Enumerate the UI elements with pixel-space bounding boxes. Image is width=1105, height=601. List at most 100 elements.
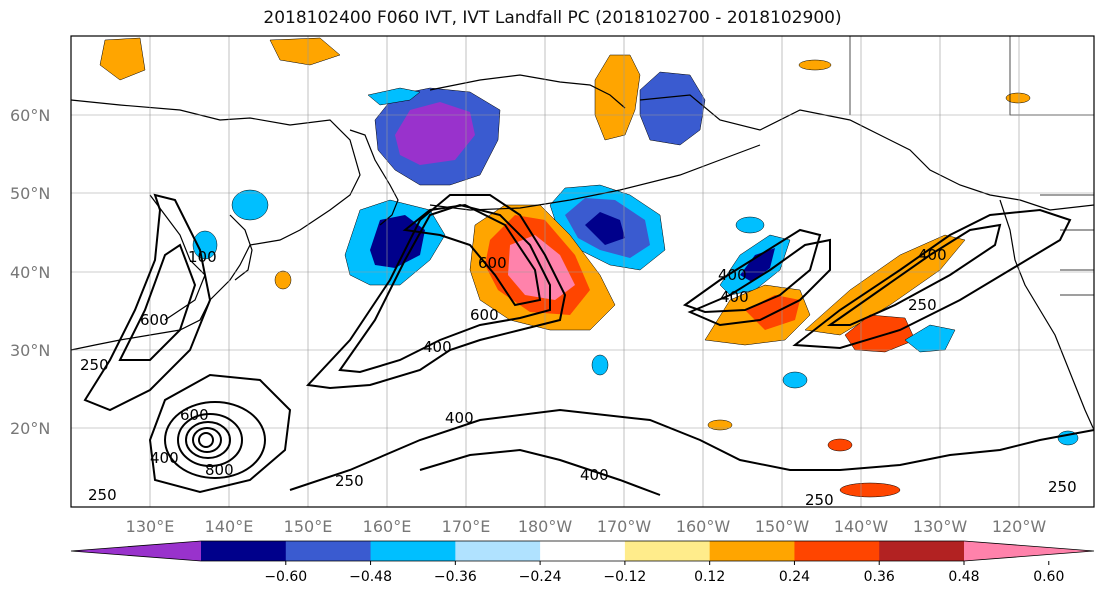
map-area: 600 600 400 600 400 400 400 250 600 400 … xyxy=(70,35,1095,509)
contour-250-west xyxy=(83,193,212,412)
lon-label-170w: 170°W xyxy=(597,517,652,536)
negative-anomaly-okhotsk-core xyxy=(395,102,475,165)
negative-anomaly-central-inner xyxy=(585,212,625,245)
lon-label-130w: 130°W xyxy=(913,517,968,536)
contour-label-5: 400 xyxy=(445,409,474,427)
colorbar-tick-label: −0.60 xyxy=(264,569,307,585)
negative-anomaly-small-4 xyxy=(735,216,765,234)
colorbar-extend-low xyxy=(71,541,201,561)
contour-label-16: 100 xyxy=(188,248,217,266)
contour-label-18: 400 xyxy=(718,266,747,284)
lon-label-140e: 140°E xyxy=(205,517,254,536)
lon-label-150w: 150°W xyxy=(755,517,810,536)
coastline-alaska xyxy=(639,94,1095,211)
negative-anomaly-west xyxy=(192,230,218,260)
negative-anomaly-nw-pacific-core xyxy=(370,215,425,268)
colorbar-segment xyxy=(540,541,626,561)
contour-label-1: 600 xyxy=(140,311,169,329)
coastline-asia xyxy=(70,99,361,351)
colorbar-tick-label: 0.60 xyxy=(1033,569,1064,585)
lat-label-30n: 30°N xyxy=(10,341,50,360)
lon-label-150e: 150°E xyxy=(284,517,333,536)
contour-400-150w xyxy=(682,228,822,314)
colorbar-segment xyxy=(709,541,795,561)
coastlines xyxy=(70,74,1095,431)
map-title: 2018102400 F060 IVT, IVT Landfall PC (20… xyxy=(263,8,842,28)
colorbar-segment xyxy=(370,541,456,561)
contour-label-3: 400 xyxy=(423,338,452,356)
ivt-contours xyxy=(83,193,1095,496)
positive-anomaly-small-5 xyxy=(827,438,853,452)
contour-label-8: 250 xyxy=(335,472,364,490)
contour-600-main xyxy=(402,203,542,307)
positive-anomaly-north-1 xyxy=(269,37,341,66)
contour-label-15: 400 xyxy=(918,246,947,264)
contour-typhoon-outer xyxy=(148,373,292,494)
contour-label-11: 250 xyxy=(80,356,109,374)
positive-anomaly-bering xyxy=(594,54,641,141)
negative-anomaly-alaska xyxy=(639,71,706,146)
contour-400-south xyxy=(419,448,661,496)
colorbar-outline xyxy=(70,540,1095,562)
negative-anomaly-small-1 xyxy=(782,371,808,389)
contour-label-2: 600 xyxy=(478,254,507,272)
colorbar-tick-label: 0.12 xyxy=(694,569,725,585)
positive-anomaly-small-3 xyxy=(839,482,901,498)
lat-label-50n: 50°N xyxy=(10,184,50,203)
colorbar-tick-label: 0.24 xyxy=(779,569,810,585)
colorbar-tick-label: 0.48 xyxy=(948,569,979,585)
contour-label-4: 600 xyxy=(470,306,499,324)
contour-250-150w xyxy=(687,238,831,327)
colorbar-segment xyxy=(624,541,711,561)
colorbar-tick-label: −0.48 xyxy=(349,569,392,585)
lat-label-20n: 20°N xyxy=(10,419,50,438)
contour-typhoon-2 xyxy=(164,401,266,479)
colorbar-extend-high xyxy=(964,541,1094,561)
lat-label-40n: 40°N xyxy=(10,263,50,282)
contour-label-6: 400 xyxy=(580,466,609,484)
contour-typhoon-4 xyxy=(185,421,231,459)
colorbar-tick-label: 0.36 xyxy=(864,569,895,585)
negative-anomaly-okhotsk-edge xyxy=(367,87,421,106)
contour-label-17: 800 xyxy=(205,461,234,479)
contour-typhoon-3 xyxy=(177,413,243,467)
contour-label-14: 250 xyxy=(1048,478,1077,496)
contour-label-13: 250 xyxy=(908,296,937,314)
contour-label-group: 600 600 400 600 400 400 400 250 600 400 … xyxy=(80,246,1077,509)
lon-label-180w: 180°W xyxy=(518,517,573,536)
contour-typhoon-5 xyxy=(192,427,222,453)
contour-250-main xyxy=(305,194,567,390)
positive-anomaly-band xyxy=(804,234,966,336)
coastline-north-america xyxy=(999,199,1095,431)
latitude-labels: 60°N 50°N 40°N 30°N 20°N xyxy=(10,106,50,438)
contour-400-main xyxy=(338,203,551,374)
contour-label-10: 400 xyxy=(150,449,179,467)
colorbar: −0.60 −0.48 −0.36 −0.24 −0.12 0.12 0.24 0.36 0.4… xyxy=(70,540,1095,585)
lon-label-130e: 130°E xyxy=(126,517,175,536)
colorbar-segment xyxy=(794,541,880,561)
contour-250-band xyxy=(792,208,1072,350)
positive-anomaly-small-2 xyxy=(1005,92,1031,104)
contour-label-12: 250 xyxy=(805,491,834,509)
lon-label-170e: 170°E xyxy=(442,517,491,536)
colorbar-segment xyxy=(201,541,287,561)
lon-label-160w: 160°W xyxy=(676,517,731,536)
lon-label-120w: 120°W xyxy=(992,517,1047,536)
coastline-japan-islands xyxy=(229,214,253,281)
lon-label-140w: 140°W xyxy=(834,517,889,536)
colorbar-tick-label: −0.24 xyxy=(519,569,562,585)
negative-anomaly-150w-core xyxy=(740,248,775,282)
negative-anomaly-japan xyxy=(231,189,269,221)
contour-label-7: 400 xyxy=(720,288,749,306)
contour-400-band xyxy=(826,223,1002,326)
contour-label-9: 600 xyxy=(180,406,209,424)
positive-anomaly-small-4 xyxy=(798,59,832,71)
gridlines xyxy=(71,36,1094,507)
map-frame xyxy=(70,35,1095,508)
colorbar-segment xyxy=(455,541,541,561)
positive-anomaly-small-1 xyxy=(274,270,292,290)
lat-label-60n: 60°N xyxy=(10,106,50,125)
colorbar-tick-label: −0.12 xyxy=(603,569,646,585)
positive-anomaly-north-2 xyxy=(99,37,146,81)
